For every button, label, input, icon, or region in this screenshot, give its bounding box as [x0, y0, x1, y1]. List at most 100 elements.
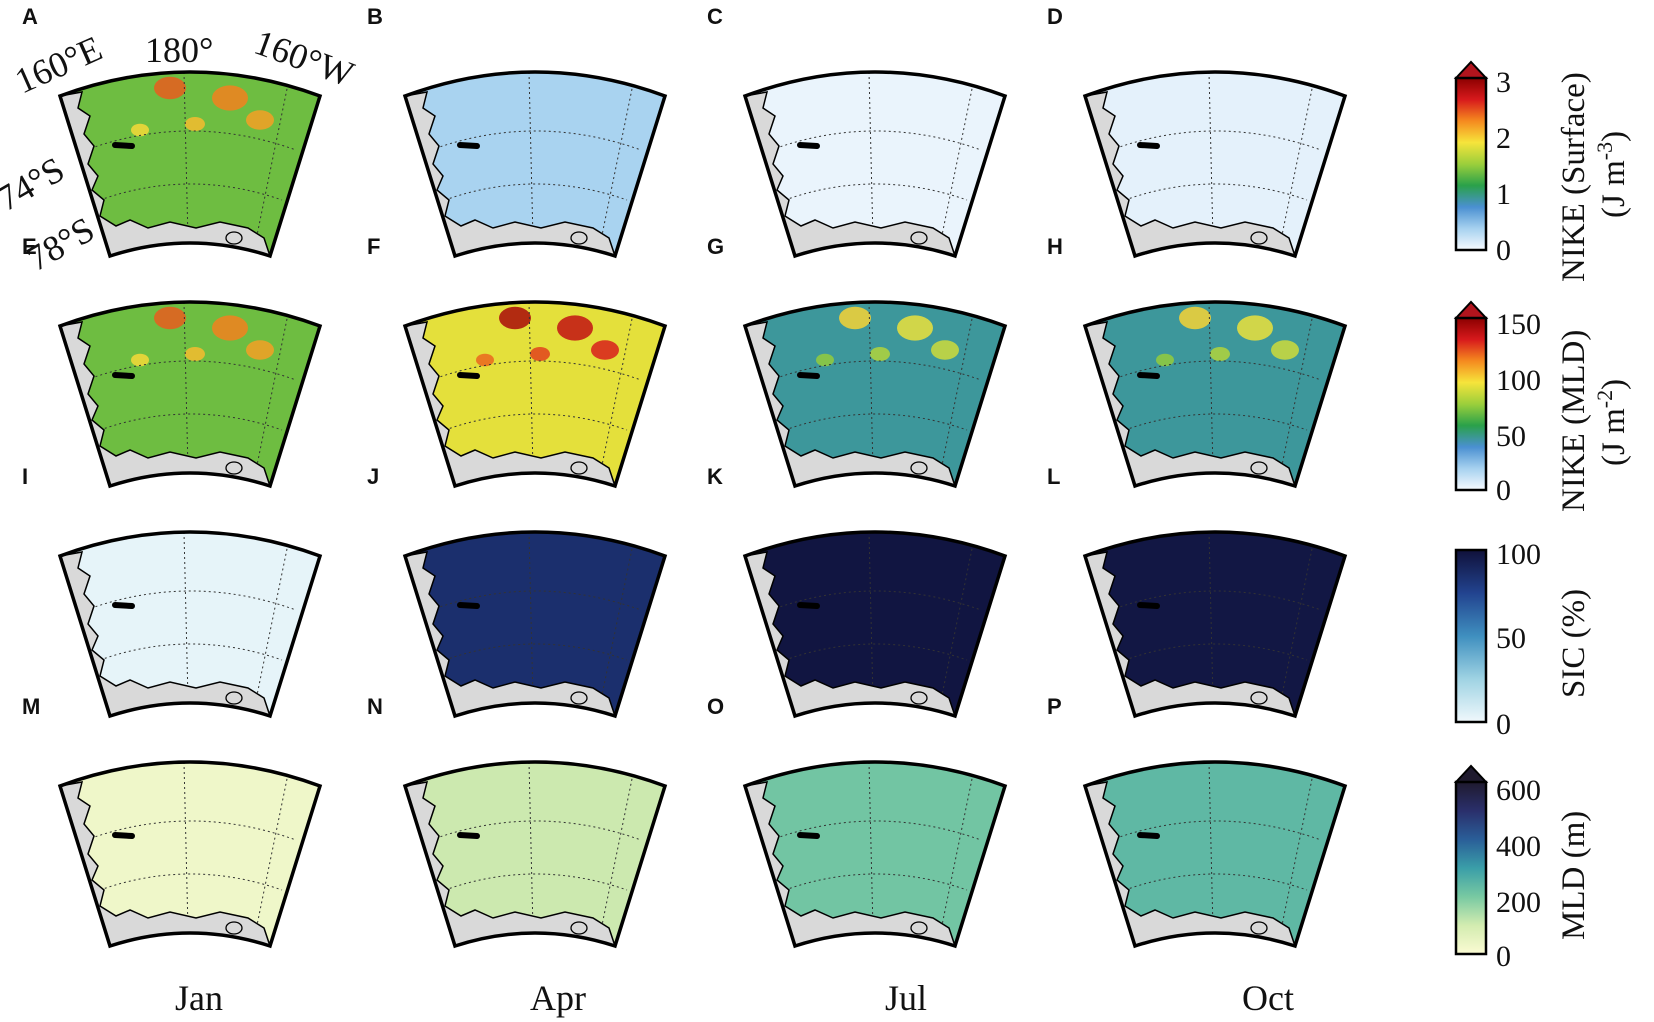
map-frame [57, 70, 323, 259]
island-outline [1250, 461, 1268, 475]
colorbar-gradient [1454, 76, 1488, 252]
grid-line-lat-74s [770, 820, 982, 841]
map-panel-j [402, 530, 668, 719]
glacier-tongue [457, 372, 480, 379]
grid-line-lat-74s [85, 820, 297, 841]
grid-line-lon-160w [600, 543, 634, 701]
panel-label: F [367, 234, 380, 259]
energy-hotspot [131, 353, 149, 367]
colorbar-tick: 1 [1496, 178, 1511, 211]
grid-line-lat-74s [770, 360, 982, 381]
energy-hotspot [897, 315, 933, 341]
map-panel-l [1082, 530, 1348, 719]
energy-hotspot [931, 340, 959, 360]
island-outline [570, 921, 588, 935]
grid-line-lon-160w [1280, 773, 1314, 931]
grid-line-lat-74s [85, 130, 297, 151]
panel-label: J [367, 464, 379, 489]
energy-hotspot [212, 85, 248, 111]
energy-hotspot [557, 315, 593, 341]
energy-hotspot [530, 347, 550, 361]
island-outline [570, 691, 588, 705]
map-panel-n [402, 760, 668, 949]
grid-line-lon-160w [940, 773, 974, 931]
grid-line-lon-180 [868, 72, 874, 241]
map-frame [1082, 300, 1348, 489]
colorbar-extend-arrow [1453, 300, 1489, 319]
glacier-tongue [457, 602, 480, 609]
grid-line-lon-180 [868, 532, 874, 701]
colorbar-title: MLD (m) [1556, 811, 1592, 940]
grid-line-lon-180 [183, 762, 189, 931]
grid-line-lon-180 [183, 532, 189, 701]
grid-line-lon-180 [1208, 532, 1214, 701]
grid-line-lon-180 [183, 72, 189, 241]
colorbar-tick: 50 [1496, 420, 1526, 453]
map-frame [742, 300, 1008, 489]
colorbar-tick: 3 [1496, 66, 1511, 99]
colorbar-mld: 600 400 200 0 MLD (m) [1453, 764, 1592, 973]
glacier-tongue [457, 142, 480, 149]
colorbar-tick: 600 [1496, 774, 1541, 807]
colorbar-units-close: ) [1596, 379, 1632, 390]
panel-label: N [367, 694, 383, 719]
glacier-tongue [797, 142, 820, 149]
island-outline [225, 231, 243, 245]
map-frame [742, 70, 1008, 259]
map-panel-c [742, 70, 1008, 259]
colorbar-tick: 0 [1496, 474, 1511, 507]
colorbar-tick: 100 [1496, 538, 1541, 571]
grid-line-lon-160w [600, 83, 634, 241]
grid-line-lon-160w [1280, 543, 1314, 701]
energy-hotspot [154, 76, 186, 100]
grid-line-lon-180 [1208, 72, 1214, 241]
colorbar-tick: 0 [1496, 234, 1511, 267]
grid-line-lon-180 [1208, 302, 1214, 471]
glacier-tongue [1137, 372, 1160, 379]
panel-label: D [1047, 4, 1063, 29]
grid-line-lon-180 [183, 302, 189, 471]
grid-line-lon-160w [600, 313, 634, 471]
grid-line-lon-160w [255, 313, 289, 471]
colorbar-title: SIC (%) [1556, 589, 1592, 698]
glacier-tongue [112, 832, 135, 839]
map-panel-a [57, 70, 323, 259]
island-outline [225, 461, 243, 475]
grid-line-lon-160w [1280, 83, 1314, 241]
colorbar-tick: 2 [1496, 122, 1511, 155]
island-outline [225, 691, 243, 705]
island-outline [910, 921, 928, 935]
island-outline [1250, 921, 1268, 935]
island-outline [910, 461, 928, 475]
energy-hotspot [185, 117, 205, 131]
month-label-jan: Jan [175, 978, 223, 1018]
colorbar-extend-arrow [1453, 764, 1489, 783]
glacier-tongue [1137, 142, 1160, 149]
ocean-field [405, 762, 665, 946]
map-frame [57, 760, 323, 949]
grid-line-lat-74s [430, 130, 642, 151]
map-panel-p [1082, 760, 1348, 949]
ocean-field [405, 532, 665, 716]
panel-label: E [22, 234, 37, 259]
panel-label: K [707, 464, 723, 489]
grid-line-lon-160w [940, 83, 974, 241]
panel-label: M [22, 694, 40, 719]
month-label-oct: Oct [1242, 978, 1294, 1018]
map-frame [402, 300, 668, 489]
map-frame [742, 760, 1008, 949]
grid-line-lat-74s [430, 590, 642, 611]
island-outline [910, 691, 928, 705]
panel-label: P [1047, 694, 1062, 719]
island-outline [570, 231, 588, 245]
map-frame [402, 70, 668, 259]
lat-74s-label: 74°S [0, 149, 71, 219]
colorbar-units-base: (J m [1596, 408, 1632, 466]
island-outline [1250, 691, 1268, 705]
glacier-tongue [112, 602, 135, 609]
grid-line-lon-180 [528, 302, 534, 471]
energy-hotspot [212, 315, 248, 341]
grid-line-lat-74s [1110, 130, 1322, 151]
ocean-field [1085, 762, 1345, 946]
island-outline [225, 921, 243, 935]
